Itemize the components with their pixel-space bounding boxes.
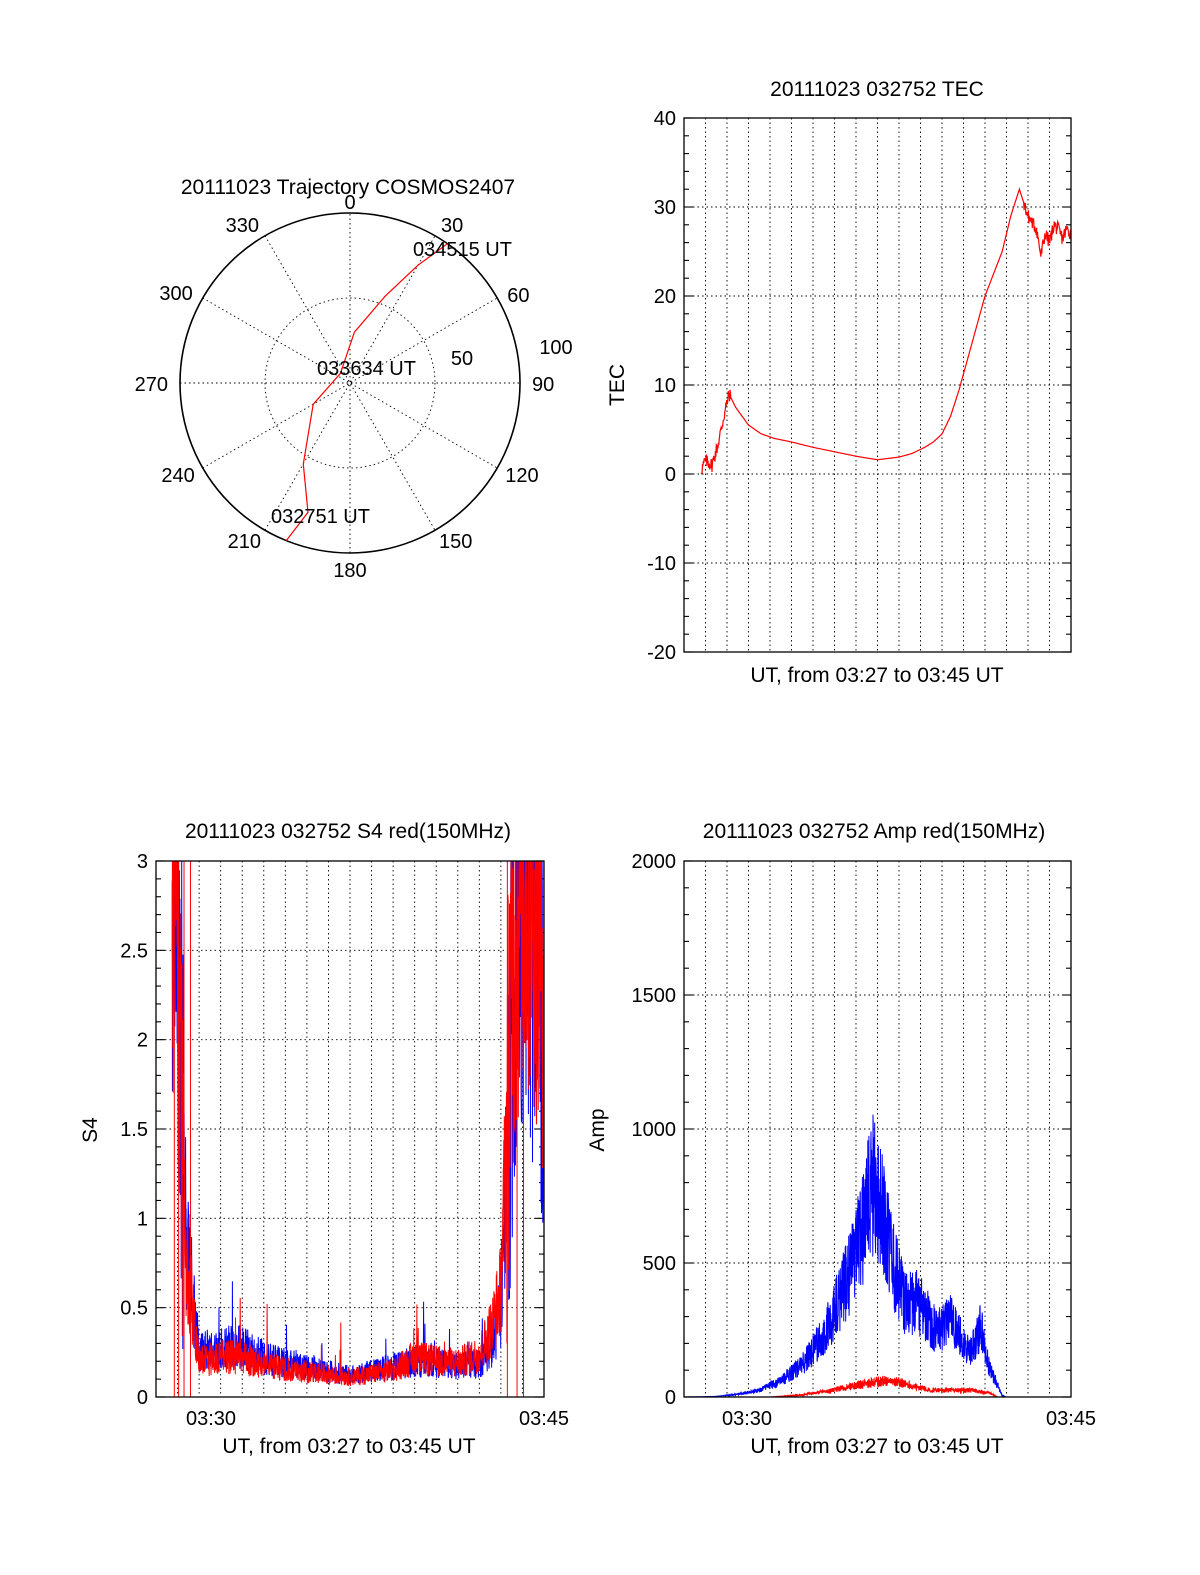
polar-radius-label-100: 100 [539,337,572,359]
polar-angle-label-300: 300 [159,283,192,305]
s4-panel: 20111023 032752 S4 red(150MHz) 3 2.5 2 1.5 1… [79,820,569,1458]
s4-x-tick-0345: 03:45 [519,1408,569,1430]
s4-y-tick-1: 1 [137,1208,148,1230]
amp-y-tick-500: 500 [643,1253,676,1275]
polar-angle-label-210: 210 [228,531,261,553]
polar-title: 20111023 Trajectory COSMOS2407 [181,176,515,199]
s4-y-tick-1.5: 1.5 [120,1119,148,1141]
tec-y-tick-10: 10 [654,375,676,397]
s4-red-series-line [171,860,545,1387]
polar-radius-label-50: 50 [451,348,473,370]
amp-y-tick-1500: 1500 [632,985,677,1007]
amp-blue-series-line [684,1114,1071,1398]
tec-x-axis-label: UT, from 03:27 to 03:45 UT [750,664,1003,687]
polar-angle-label-60: 60 [507,285,529,307]
tec-panel: 20111023 032752 TEC 40 30 20 10 0 -10 -20 UT, … [606,78,1072,687]
s4-y-tick-0: 0 [137,1387,148,1409]
tec-y-axis-label: TEC [606,364,629,406]
s4-frame [155,860,545,1398]
s4-y-axis-label: S4 [79,1117,102,1143]
amp-x-tick-0345: 03:45 [1046,1408,1096,1430]
tec-title: 20111023 032752 TEC [770,78,984,101]
polar-annotation-end: 034515 UT [413,239,512,261]
s4-blue-series-line [171,860,545,1385]
amp-y-tick-2000: 2000 [632,851,677,873]
amp-x-tick-0330: 03:30 [722,1408,772,1430]
s4-grid [156,860,544,1398]
s4-red-spikes [173,861,525,1397]
s4-y-tick-3: 3 [137,851,148,873]
polar-annotation-mid: 033634 UT [317,358,416,380]
amp-title: 20111023 032752 Amp red(150MHz) [703,820,1045,843]
polar-angle-label-120: 120 [505,465,538,487]
s4-x-axis-label: UT, from 03:27 to 03:45 UT [222,1435,475,1458]
polar-angle-label-30: 30 [441,215,463,237]
tec-y-tick-labels: 40 30 20 10 0 -10 -20 [647,108,676,664]
polar-inner-circle [264,297,436,469]
amp-y-tick-labels: 2000 1500 1000 500 0 [632,851,677,1409]
polar-angle-labels: 0 30 60 90 120 150 180 210 240 270 300 330 [135,192,555,582]
s4-y-tick-0.5: 0.5 [120,1298,148,1320]
tec-series-line [700,187,1072,475]
amp-grid [684,860,1071,1398]
tec-y-tick-40: 40 [654,108,676,130]
polar-angle-label-150: 150 [439,531,472,553]
polar-angle-label-330: 330 [226,215,259,237]
polar-grid [179,212,521,554]
amp-x-axis-label: UT, from 03:27 to 03:45 UT [750,1435,1003,1458]
polar-angle-label-0: 0 [344,192,355,214]
tec-y-tick--10: -10 [647,553,676,575]
amp-frame [683,860,1072,1398]
polar-angle-label-180: 180 [333,560,366,582]
tec-y-tick-20: 20 [654,286,676,308]
s4-x-tick-0330: 03:30 [186,1408,236,1430]
s4-y-tick-labels: 3 2.5 2 1.5 1 0.5 0 [120,851,148,1409]
tec-y-tick-30: 30 [654,197,676,219]
polar-angle-label-90: 90 [532,374,554,396]
amp-y-tick-0: 0 [665,1387,676,1409]
tec-y-tick-0: 0 [665,464,676,486]
tec-grid [684,117,1071,653]
polar-trajectory-line [285,243,448,541]
polar-annotation-start: 032751 UT [271,506,370,528]
tec-y-tick--20: -20 [647,642,676,664]
polar-angle-label-240: 240 [161,465,194,487]
polar-angle-label-270: 270 [135,374,168,396]
polar-panel: 20111023 Trajectory COSMOS2407 0 30 60 90 12… [135,176,573,582]
amp-y-axis-label: Amp [586,1108,609,1151]
s4-y-tick-2.5: 2.5 [120,940,148,962]
amp-panel: 20111023 032752 Amp red(150MHz) 2000 1500… [586,820,1096,1458]
amp-y-tick-1000: 1000 [632,1119,677,1141]
tec-frame [683,117,1072,653]
s4-y-tick-2: 2 [137,1030,148,1052]
s4-title: 20111023 032752 S4 red(150MHz) [185,820,511,843]
